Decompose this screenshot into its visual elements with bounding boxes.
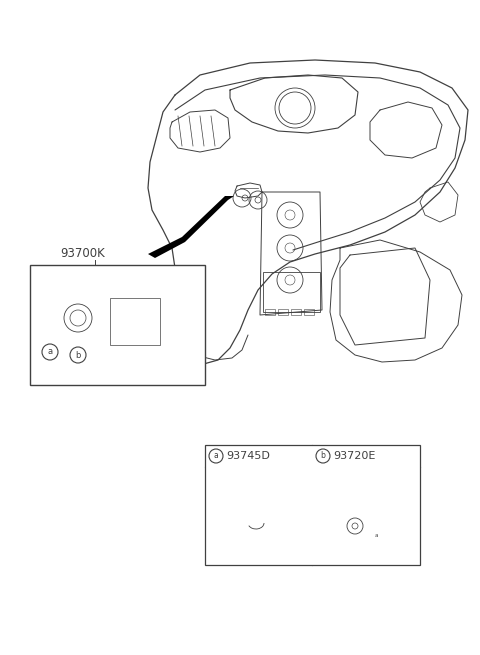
Bar <box>265 309 275 315</box>
Text: a: a <box>375 533 379 538</box>
Bar <box>205 445 420 565</box>
Polygon shape <box>148 196 234 258</box>
Text: a: a <box>48 348 53 356</box>
Bar <box>263 272 320 312</box>
Text: b: b <box>75 350 81 360</box>
Bar <box>278 309 288 315</box>
Bar <box>110 298 160 345</box>
Text: 93745D: 93745D <box>226 451 270 461</box>
Text: 93700K: 93700K <box>60 247 105 260</box>
Text: b: b <box>321 451 325 460</box>
Bar <box>291 309 301 315</box>
Bar <box>304 309 314 315</box>
Text: 93720E: 93720E <box>333 451 375 461</box>
Text: a: a <box>214 451 218 460</box>
Bar <box>30 265 205 385</box>
